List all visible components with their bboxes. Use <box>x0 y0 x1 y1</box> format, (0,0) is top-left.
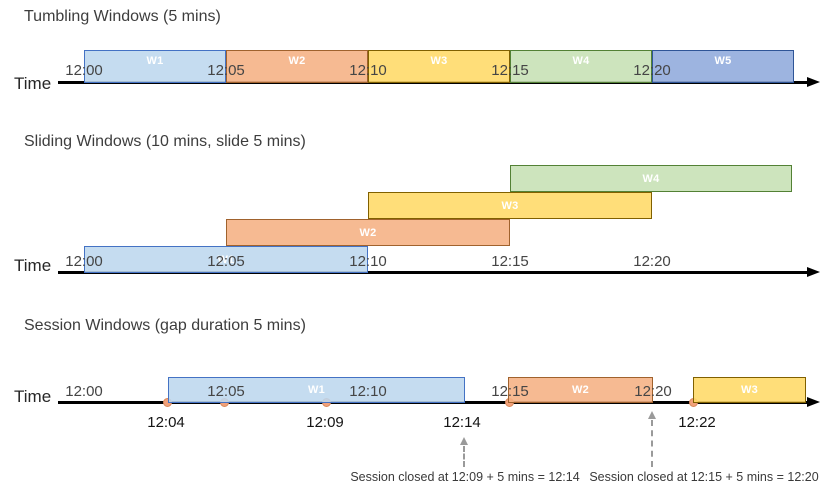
sliding-axis-arrow-icon <box>807 267 820 277</box>
session-tick-1215: 12:15 <box>491 383 529 400</box>
session-time-axis-label: Time <box>14 387 52 406</box>
window-label: W2 <box>288 55 306 67</box>
session-window-w3: W3 <box>693 377 806 403</box>
tumbling-window-w1: W1 <box>84 50 226 83</box>
window-label: W3 <box>740 384 759 396</box>
tumbling-tick-1220: 12:20 <box>633 62 671 79</box>
tumbling-window-w2: W2 <box>226 50 368 83</box>
window-label: W2 <box>359 226 377 239</box>
sliding-window-w1: W1 <box>84 246 368 273</box>
annotation-arrow-line <box>463 446 465 467</box>
session-window-w2: W2 <box>508 377 653 403</box>
session-tick-1205: 12:05 <box>207 383 245 400</box>
window-label: W4 <box>642 172 660 185</box>
session-close-annotation-1: Session closed at 12:09 + 5 mins = 12:14 <box>350 470 580 484</box>
sliding-tick-1220: 12:20 <box>633 253 671 270</box>
sliding-section-title: Sliding Windows (10 mins, slide 5 mins) <box>24 133 306 150</box>
tumbling-tick-1215: 12:15 <box>491 62 529 79</box>
window-label: W1 <box>307 384 326 396</box>
tumbling-window-w5: W5 <box>652 50 794 83</box>
sliding-tick-1210: 12:10 <box>349 253 387 270</box>
sliding-window-w4: W4 <box>510 165 792 192</box>
session-tick-1220: 12:20 <box>634 383 672 400</box>
session-tick-1200: 12:00 <box>65 383 103 400</box>
sliding-time-axis <box>58 271 810 274</box>
window-label: W1 <box>217 253 235 266</box>
event-time-label-1209: 12:09 <box>306 414 344 431</box>
window-label: W5 <box>714 55 732 67</box>
tumbling-tick-1210: 12:10 <box>349 62 387 79</box>
sliding-time-axis-label: Time <box>14 256 52 275</box>
session-close-annotation-2: Session closed at 12:15 + 5 mins = 12:20 <box>589 470 819 484</box>
window-label: W3 <box>501 199 519 212</box>
tumbling-axis-arrow-icon <box>807 77 820 87</box>
event-time-label-1222: 12:22 <box>678 414 716 431</box>
sliding-window-w2: W2 <box>226 219 510 246</box>
tumbling-time-axis-label: Time <box>14 74 52 93</box>
annotation-arrow-icon <box>459 437 468 445</box>
event-time-label-1214: 12:14 <box>443 414 481 431</box>
session-axis-arrow-icon <box>807 397 820 407</box>
tumbling-window-w3: W3 <box>368 50 510 83</box>
event-time-label-1204: 12:04 <box>147 414 185 431</box>
tumbling-window-w4: W4 <box>510 50 652 83</box>
sliding-window-w3: W3 <box>368 192 652 219</box>
sliding-tick-1205: 12:05 <box>207 253 245 270</box>
tumbling-section-title: Tumbling Windows (5 mins) <box>24 8 221 25</box>
sliding-tick-1215: 12:15 <box>491 253 529 270</box>
tumbling-tick-1205: 12:05 <box>207 62 245 79</box>
session-section-title: Session Windows (gap duration 5 mins) <box>24 317 306 334</box>
session-window-w1: W1 <box>168 377 465 403</box>
sliding-tick-1200: 12:00 <box>65 253 103 270</box>
annotation-arrow-icon <box>647 411 656 419</box>
window-label: W1 <box>146 55 164 67</box>
session-tick-1210: 12:10 <box>349 383 387 400</box>
window-label: W3 <box>430 55 448 67</box>
tumbling-tick-1200: 12:00 <box>65 62 103 79</box>
window-label: W2 <box>571 384 590 396</box>
window-label: W4 <box>572 55 590 67</box>
annotation-arrow-line <box>651 420 653 467</box>
